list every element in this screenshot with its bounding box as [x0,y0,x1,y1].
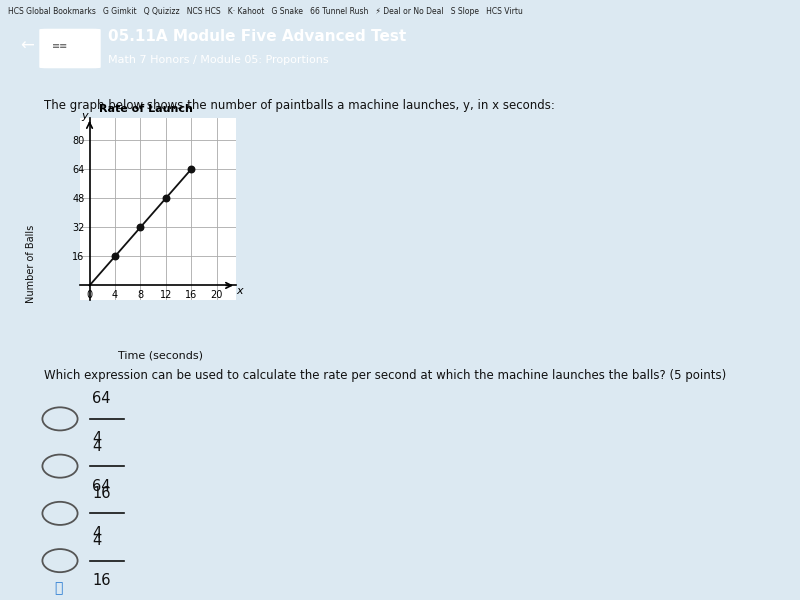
Point [109,251,122,261]
Text: 4: 4 [92,439,102,454]
Text: Number of Balls: Number of Balls [26,225,36,303]
Point [185,164,198,174]
Text: Math 7 Honors / Module 05: Proportions: Math 7 Honors / Module 05: Proportions [108,55,329,65]
Text: 4: 4 [92,533,102,548]
Text: ≡≡: ≡≡ [52,41,68,51]
Text: x: x [236,286,242,296]
Text: Rate of Launch: Rate of Launch [99,104,193,115]
Point [134,223,147,232]
FancyBboxPatch shape [40,29,100,68]
Text: 16: 16 [92,573,110,588]
Text: 4: 4 [92,526,102,541]
Text: 4: 4 [92,431,102,446]
Text: 16: 16 [92,486,110,501]
Text: y: y [81,111,88,121]
Text: The graph below shows the number of paintballs a machine launches, y, in x secon: The graph below shows the number of pain… [44,98,555,112]
Text: 64: 64 [92,479,110,494]
Text: HCS Global Bookmarks   G Gimkit   Q Quizizz   NCS HCS   K· Kahoot   G Snake   66: HCS Global Bookmarks G Gimkit Q Quizizz … [8,7,523,16]
Text: ⌛: ⌛ [54,581,62,595]
Text: ←: ← [20,37,34,55]
Text: 05.11A Module Five Advanced Test: 05.11A Module Five Advanced Test [108,29,406,44]
Text: Time (seconds): Time (seconds) [118,350,202,361]
Text: Which expression can be used to calculate the rate per second at which the machi: Which expression can be used to calculat… [44,369,726,382]
Point [159,193,172,203]
Text: 64: 64 [92,391,110,406]
